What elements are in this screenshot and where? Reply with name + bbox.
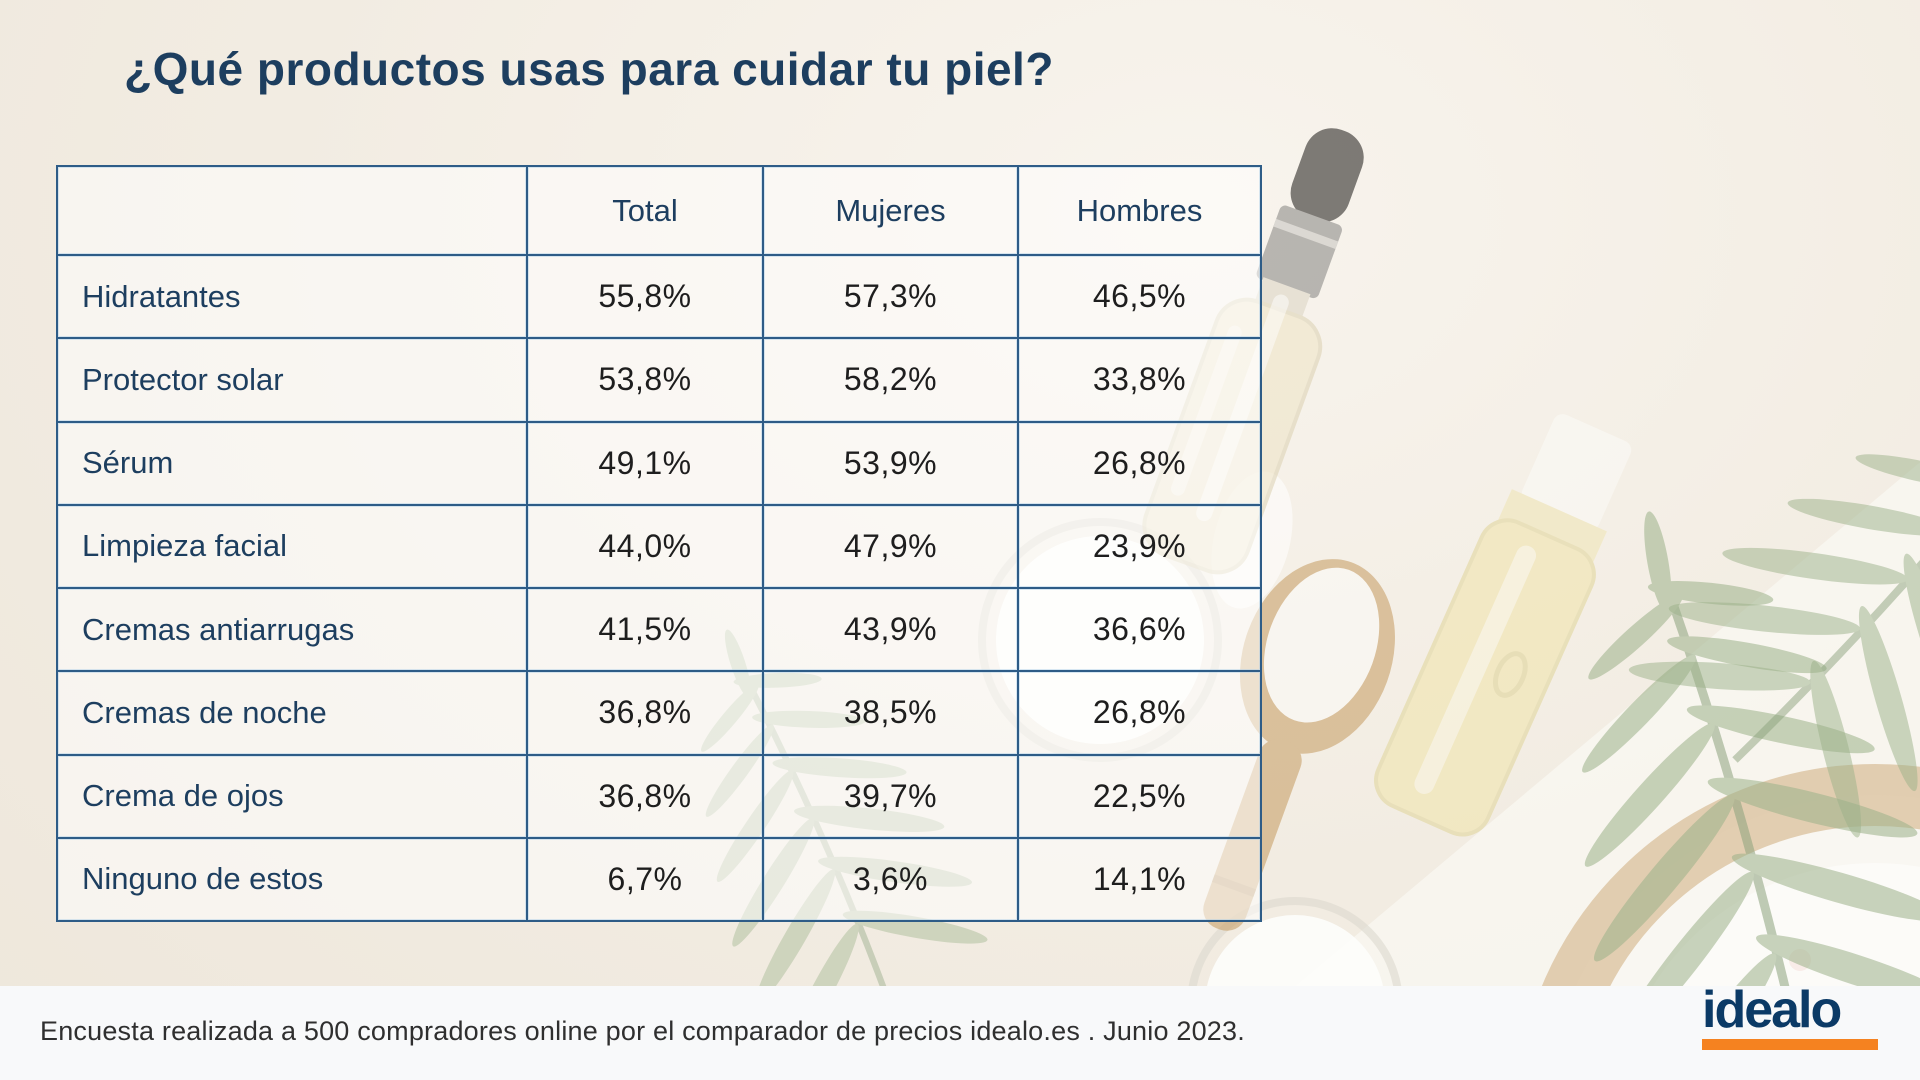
value-cell: 36,8% [526, 670, 764, 756]
survey-table: Total Mujeres Hombres Hidratantes 55,8% … [56, 165, 1262, 923]
table-row: Cremas de noche 36,8% 38,5% 26,8% [56, 670, 1262, 756]
value-cell: 49,1% [526, 420, 764, 506]
row-label: Crema de ojos [56, 753, 528, 839]
value-cell: 53,9% [762, 420, 1019, 506]
oil-bottle-illustration [1374, 414, 1632, 837]
table-row: Protector solar 53,8% 58,2% 33,8% [56, 337, 1262, 423]
column-header-total: Total [526, 165, 764, 256]
palm-leaf-icon [1608, 277, 1920, 879]
value-cell: 36,8% [526, 753, 764, 839]
value-cell: 57,3% [762, 253, 1019, 340]
value-cell: 3,6% [762, 836, 1019, 923]
column-header-mujeres: Mujeres [762, 165, 1019, 256]
table-row: Ninguno de estos 6,7% 3,6% 14,1% [56, 836, 1262, 923]
value-cell: 55,8% [526, 253, 764, 340]
row-label: Cremas de noche [56, 670, 528, 756]
idealo-logo-text: idealo [1702, 981, 1842, 1039]
table-row: Cremas antiarrugas 41,5% 43,9% 36,6% [56, 586, 1262, 673]
value-cell: 41,5% [526, 586, 764, 673]
value-cell: 26,8% [1017, 670, 1262, 756]
idealo-logo-underline [1702, 1039, 1878, 1050]
value-cell: 53,8% [526, 337, 764, 423]
value-cell: 22,5% [1017, 753, 1262, 839]
footer-note: Encuesta realizada a 500 compradores onl… [40, 1016, 1245, 1046]
value-cell: 14,1% [1017, 836, 1262, 923]
row-label: Hidratantes [56, 253, 528, 340]
value-cell: 6,7% [526, 836, 764, 923]
value-cell: 47,9% [762, 503, 1019, 590]
value-cell: 26,8% [1017, 420, 1262, 506]
value-cell: 58,2% [762, 337, 1019, 423]
value-cell: 43,9% [762, 586, 1019, 673]
value-cell: 39,7% [762, 753, 1019, 839]
row-label: Cremas antiarrugas [56, 586, 528, 673]
value-cell: 23,9% [1017, 503, 1262, 590]
row-label: Ninguno de estos [56, 836, 528, 923]
row-label: Sérum [56, 420, 528, 506]
row-label: Limpieza facial [56, 503, 528, 590]
value-cell: 33,8% [1017, 337, 1262, 423]
table-row: Hidratantes 55,8% 57,3% 46,5% [56, 253, 1262, 340]
footer-strip: Encuesta realizada a 500 compradores onl… [0, 984, 1920, 1080]
column-header-hombres: Hombres [1017, 165, 1262, 256]
idealo-logo: idealo [1702, 984, 1880, 1050]
page-title: ¿Qué productos usas para cuidar tu piel? [124, 43, 1054, 95]
table-row: Limpieza facial 44,0% 47,9% 23,9% [56, 503, 1262, 590]
row-label: Protector solar [56, 337, 528, 423]
column-header-empty [56, 165, 528, 256]
value-cell: 46,5% [1017, 253, 1262, 340]
table-row: Sérum 49,1% 53,9% 26,8% [56, 420, 1262, 506]
value-cell: 36,6% [1017, 586, 1262, 673]
table-row: Crema de ojos 36,8% 39,7% 22,5% [56, 753, 1262, 839]
table-header-row: Total Mujeres Hombres [56, 165, 1262, 256]
value-cell: 38,5% [762, 670, 1019, 756]
value-cell: 44,0% [526, 503, 764, 590]
